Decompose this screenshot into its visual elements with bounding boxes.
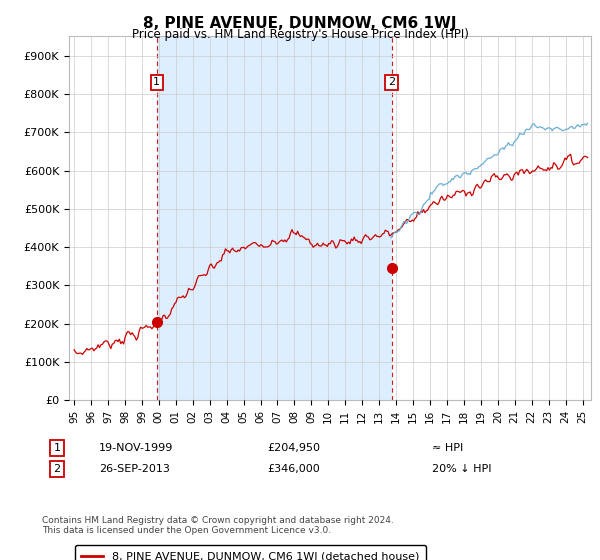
Text: 1: 1 [53,443,61,453]
Legend: 8, PINE AVENUE, DUNMOW, CM6 1WJ (detached house), HPI: Average price, detached h: 8, PINE AVENUE, DUNMOW, CM6 1WJ (detache… [74,545,427,560]
Text: 2: 2 [53,464,61,474]
Text: 2: 2 [388,77,395,87]
Text: 1: 1 [153,77,160,87]
Text: 20% ↓ HPI: 20% ↓ HPI [432,464,491,474]
Text: Contains HM Land Registry data © Crown copyright and database right 2024.
This d: Contains HM Land Registry data © Crown c… [42,516,394,535]
Text: £204,950: £204,950 [267,443,320,453]
Bar [157,36,392,400]
Text: 26-SEP-2013: 26-SEP-2013 [99,464,170,474]
Text: 19-NOV-1999: 19-NOV-1999 [99,443,173,453]
Text: 8, PINE AVENUE, DUNMOW, CM6 1WJ: 8, PINE AVENUE, DUNMOW, CM6 1WJ [143,16,457,31]
Text: £346,000: £346,000 [267,464,320,474]
Text: ≈ HPI: ≈ HPI [432,443,463,453]
Text: Price paid vs. HM Land Registry's House Price Index (HPI): Price paid vs. HM Land Registry's House … [131,28,469,41]
